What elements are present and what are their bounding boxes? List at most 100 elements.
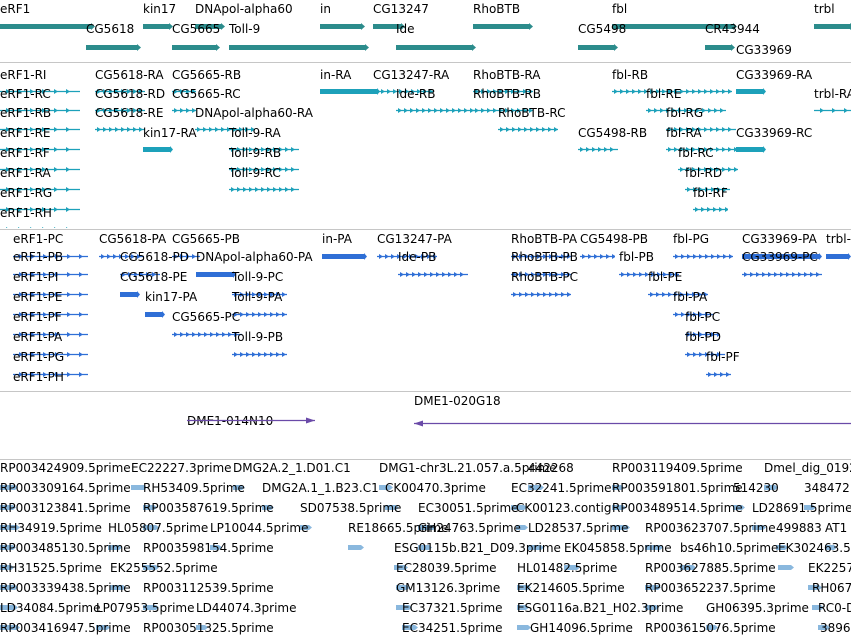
protein-feature-glyph[interactable] [511, 245, 571, 259]
est-feature-label[interactable]: bs46h10.5prime [680, 541, 779, 555]
gene-feature-label[interactable]: RhoBTB [473, 2, 521, 16]
protein-feature-glyph[interactable] [742, 263, 822, 277]
est-feature-label[interactable]: EC34251.5prime [402, 621, 503, 635]
transcript-feature-glyph[interactable] [0, 99, 80, 113]
transcript-feature-glyph[interactable] [736, 80, 766, 95]
transcript-feature-glyph[interactable] [0, 118, 80, 132]
gene-feature-glyph[interactable] [172, 36, 220, 51]
protein-feature-label[interactable]: Toll-9-PA [232, 290, 283, 304]
transcript-feature-label[interactable]: kin17-RA [143, 126, 197, 140]
transcript-feature-label[interactable]: eRF1-RA [0, 166, 51, 180]
gene-feature-label[interactable]: Ide [396, 22, 415, 36]
protein-feature-glyph[interactable] [511, 263, 571, 277]
transcript-feature-glyph[interactable] [0, 198, 80, 212]
transcript-feature-glyph[interactable] [578, 138, 618, 152]
transcript-feature-glyph[interactable] [0, 218, 70, 228]
transcript-feature-label[interactable]: Toll-9-RB [229, 146, 282, 160]
protein-feature-label[interactable]: fbl-PC [685, 310, 721, 324]
protein-feature-label[interactable]: eRF1-PA [13, 330, 63, 344]
est-feature-label[interactable]: ESG0116a.B21_H02.3prime [517, 601, 684, 615]
est-feature-glyph[interactable] [196, 616, 208, 630]
est-feature-label[interactable]: EC30051.5prime [418, 501, 519, 515]
est-feature-label[interactable]: GH24763.5prime [418, 521, 521, 535]
protein-feature-label[interactable]: eRF1-PE [13, 290, 63, 304]
protein-feature-label[interactable]: fbl-PF [706, 350, 740, 364]
est-feature-glyph[interactable] [418, 536, 432, 550]
gene-feature-glyph[interactable] [396, 36, 476, 51]
protein-feature-glyph[interactable] [13, 363, 88, 377]
est-feature-glyph[interactable] [564, 556, 580, 570]
transcript-feature-glyph[interactable] [473, 80, 533, 94]
protein-feature-label[interactable]: eRF1-PB [13, 250, 64, 264]
transcript-feature-glyph[interactable] [0, 178, 80, 192]
est-feature-label[interactable]: RP003623707.5prime [645, 521, 776, 535]
est-feature-label[interactable]: EK302463.5 [778, 541, 851, 555]
transcript-feature-label[interactable]: CG33969-RA [736, 68, 813, 82]
est-feature-label[interactable]: LD28691.5prime [752, 501, 851, 515]
transcript-feature-label[interactable]: CG33969-RC [736, 126, 813, 140]
est-feature-label[interactable]: HL05807.5prime [108, 521, 209, 535]
protein-feature-glyph[interactable] [377, 245, 437, 259]
transcript-feature-glyph[interactable] [498, 118, 558, 132]
transcript-feature-label[interactable]: fbl-RD [685, 166, 723, 180]
est-feature-glyph[interactable] [396, 596, 412, 610]
transcript-feature-glyph[interactable] [320, 80, 380, 95]
est-feature-glyph[interactable] [210, 536, 222, 550]
protein-feature-glyph[interactable] [826, 245, 851, 260]
est-feature-label[interactable]: DMG2A.1_1.B23.C1 [262, 481, 379, 495]
est-feature-glyph[interactable] [385, 496, 399, 510]
est-feature-glyph[interactable] [402, 636, 418, 642]
est-feature-label[interactable]: EK045858.5prime [564, 541, 672, 555]
protein-feature-label[interactable]: CG5618-PD [120, 250, 190, 264]
gene-feature-label[interactable]: eRF1 [0, 2, 31, 16]
transcript-feature-glyph[interactable] [666, 118, 736, 132]
est-feature-label[interactable]: LD34084.5prime [0, 601, 101, 615]
protein-feature-label[interactable]: fbl-PG [673, 232, 710, 246]
gene-feature-label[interactable]: CG33969 [736, 43, 792, 57]
est-feature-label[interactable]: RP003489514.5prime [612, 501, 743, 515]
est-feature-label[interactable]: LD28537.5prime [528, 521, 629, 535]
transcript-feature-label[interactable]: eRF1-RE [0, 126, 51, 140]
protein-feature-label[interactable]: Ide-PB [398, 250, 437, 264]
transcript-feature-glyph[interactable] [143, 138, 173, 153]
protein-feature-label[interactable]: fbl-PE [648, 270, 683, 284]
est-feature-label[interactable]: RP003339438.5prime [0, 581, 131, 595]
est-feature-label[interactable]: LP07953.5prime [96, 601, 195, 615]
est-feature-glyph[interactable] [96, 616, 110, 630]
transcript-feature-glyph[interactable] [0, 80, 80, 94]
protein-feature-label[interactable]: eRF1-PH [13, 370, 64, 384]
gene-feature-glyph[interactable] [612, 15, 737, 30]
est-feature-glyph[interactable] [418, 516, 436, 530]
transcript-feature-label[interactable]: Ide-RB [396, 87, 436, 101]
est-feature-glyph[interactable] [0, 616, 20, 630]
transcript-feature-label[interactable]: eRF1-RI [0, 68, 47, 82]
protein-feature-glyph[interactable] [13, 245, 88, 259]
protein-feature-label[interactable]: CG33969-PA [742, 232, 817, 246]
transcript-feature-glyph[interactable] [814, 99, 851, 113]
gene-feature-label[interactable]: kin17 [143, 2, 177, 16]
gene-feature-label[interactable]: Toll-9 [229, 22, 261, 36]
transcript-feature-label[interactable]: CG5665-RC [172, 87, 241, 101]
gene-feature-label[interactable]: trbl [814, 2, 835, 16]
protein-feature-glyph[interactable] [120, 283, 140, 298]
est-feature-glyph[interactable] [262, 496, 274, 510]
est-feature-glyph[interactable] [820, 636, 832, 642]
gene-feature-label[interactable]: DNApol-alpha60 [195, 2, 293, 16]
est-feature-glyph[interactable] [108, 536, 122, 550]
est-feature-glyph[interactable] [517, 616, 531, 630]
est-feature-glyph[interactable] [0, 536, 16, 550]
protein-feature-label[interactable]: CG5618-PA [99, 232, 167, 246]
est-feature-label[interactable]: EK2257 [808, 561, 851, 575]
est-feature-label[interactable]: Dmel_dig_019290_ [764, 461, 851, 475]
est-feature-glyph[interactable] [0, 516, 20, 530]
est-feature-glyph[interactable] [233, 476, 245, 490]
est-feature-glyph[interactable] [516, 516, 528, 530]
transcript-feature-glyph[interactable] [693, 198, 729, 212]
est-feature-glyph[interactable] [143, 516, 159, 530]
est-feature-glyph[interactable] [645, 576, 661, 590]
est-feature-label[interactable]: DMG1-chr3L.21.057.a.5prime [379, 461, 557, 475]
gene-feature-glyph[interactable] [143, 15, 173, 30]
protein-feature-glyph[interactable] [673, 245, 733, 259]
transcript-feature-glyph[interactable] [0, 158, 80, 172]
est-feature-label[interactable]: RP003424909.5prime [0, 461, 131, 475]
